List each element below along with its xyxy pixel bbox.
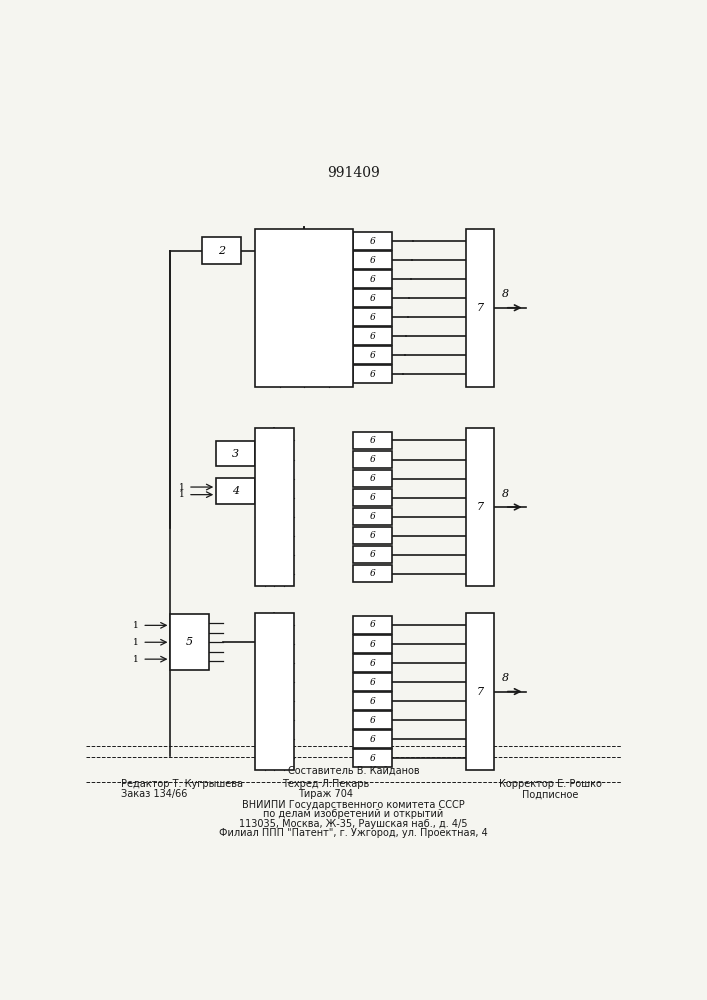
Text: 6: 6 xyxy=(370,455,375,464)
Bar xyxy=(255,428,293,586)
Text: 8: 8 xyxy=(502,489,509,499)
Text: Корректор Е. Рошко: Корректор Е. Рошко xyxy=(499,779,602,789)
Bar xyxy=(354,635,392,653)
Bar xyxy=(354,470,392,487)
Text: 1: 1 xyxy=(133,621,139,630)
Text: 2: 2 xyxy=(218,246,225,256)
Bar xyxy=(354,616,392,634)
Bar xyxy=(354,365,392,383)
Text: 6: 6 xyxy=(370,351,375,360)
Text: 5: 5 xyxy=(186,637,193,647)
Bar xyxy=(255,613,293,770)
Text: 6: 6 xyxy=(370,569,375,578)
Bar xyxy=(354,346,392,364)
Text: 6: 6 xyxy=(370,256,375,265)
Text: 7: 7 xyxy=(477,502,484,512)
Text: 6: 6 xyxy=(370,237,375,246)
Text: 6: 6 xyxy=(370,474,375,483)
Bar xyxy=(354,565,392,582)
Text: 6: 6 xyxy=(370,370,375,379)
Bar xyxy=(354,327,392,345)
Bar xyxy=(170,614,209,670)
Text: 6: 6 xyxy=(370,697,375,706)
Bar xyxy=(202,237,241,264)
Bar xyxy=(354,308,392,326)
Bar xyxy=(354,527,392,544)
Text: 6: 6 xyxy=(370,716,375,725)
Text: 6: 6 xyxy=(370,275,375,284)
Bar xyxy=(354,232,392,250)
Text: 6: 6 xyxy=(370,620,375,629)
Bar xyxy=(354,730,392,748)
Text: 991409: 991409 xyxy=(327,166,380,180)
Bar xyxy=(354,451,392,468)
Text: 1: 1 xyxy=(179,490,185,499)
Text: 6: 6 xyxy=(370,531,375,540)
Text: Филиал ППП "Патент", г. Ужгород, ул. Проектная, 4: Филиал ППП "Патент", г. Ужгород, ул. Про… xyxy=(219,828,488,838)
Bar xyxy=(354,749,392,767)
Bar xyxy=(354,489,392,506)
Text: 8: 8 xyxy=(502,673,509,683)
Text: 6: 6 xyxy=(370,735,375,744)
Text: 113035, Москва, Ж-35, Раушская наб., д. 4/5: 113035, Москва, Ж-35, Раушская наб., д. … xyxy=(239,819,468,829)
Text: 7: 7 xyxy=(477,303,484,313)
Bar xyxy=(354,711,392,729)
Text: 6: 6 xyxy=(370,493,375,502)
Text: 6: 6 xyxy=(370,332,375,341)
Bar xyxy=(354,508,392,525)
Bar xyxy=(466,428,494,586)
Text: 8: 8 xyxy=(502,289,509,299)
Text: 4: 4 xyxy=(232,486,239,496)
Text: 6: 6 xyxy=(370,640,375,649)
Text: 1: 1 xyxy=(179,483,185,492)
Text: Редактор Т. Кугрышева: Редактор Т. Кугрышева xyxy=(121,779,243,789)
Bar xyxy=(216,441,255,466)
Bar xyxy=(354,289,392,307)
Text: Заказ 134/66: Заказ 134/66 xyxy=(121,789,187,799)
Text: 6: 6 xyxy=(370,294,375,303)
Text: Подписное: Подписное xyxy=(522,789,579,799)
Text: 7: 7 xyxy=(477,687,484,697)
Text: 6: 6 xyxy=(370,512,375,521)
Text: 6: 6 xyxy=(370,436,375,445)
Text: по делам изобретений и открытий: по делам изобретений и открытий xyxy=(264,809,443,819)
Bar xyxy=(354,654,392,672)
Bar xyxy=(354,251,392,269)
Text: 6: 6 xyxy=(370,313,375,322)
Bar xyxy=(354,673,392,691)
Text: Тираж 704: Тираж 704 xyxy=(298,789,353,799)
Bar xyxy=(255,229,354,387)
Text: 6: 6 xyxy=(370,659,375,668)
Text: Техред Л.Пекарь: Техред Л.Пекарь xyxy=(281,779,369,789)
Bar xyxy=(216,478,255,504)
Text: 6: 6 xyxy=(370,754,375,763)
Bar xyxy=(354,270,392,288)
Bar xyxy=(354,692,392,710)
Text: 6: 6 xyxy=(370,550,375,559)
Bar xyxy=(354,546,392,563)
Text: ВНИИПИ Государственного комитета СССР: ВНИИПИ Государственного комитета СССР xyxy=(242,800,465,810)
Text: 1: 1 xyxy=(133,655,139,664)
Text: 3: 3 xyxy=(232,449,239,459)
Bar xyxy=(354,432,392,449)
Text: Составитель В. Кайданов: Составитель В. Кайданов xyxy=(288,766,419,776)
Text: 6: 6 xyxy=(370,678,375,687)
Bar xyxy=(466,229,494,387)
Text: 1: 1 xyxy=(133,638,139,647)
Bar xyxy=(466,613,494,770)
